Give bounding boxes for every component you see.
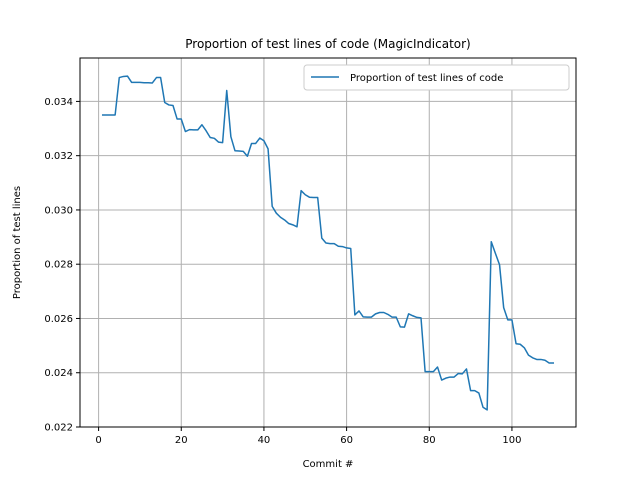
x-axis-label: Commit #: [303, 459, 354, 470]
y-tick-label: 0.022: [44, 423, 73, 434]
legend-box: [303, 64, 570, 91]
x-tick-label: 40: [258, 435, 271, 446]
series-line: [101, 75, 555, 411]
chart-title: Proportion of test lines of code (MagicI…: [185, 37, 470, 51]
plot-frame: [79, 57, 577, 428]
legend: Proportion of test lines of code: [303, 64, 570, 91]
plot-area: [80, 58, 576, 427]
x-tick-label: 80: [423, 435, 436, 446]
y-axis-label: Proportion of test lines: [12, 186, 23, 299]
x-tick-label: 60: [340, 435, 353, 446]
ticks: 0 20 40 60 80 100 0.022 0.024 0.026 0.028 0.030 0.0…: [44, 97, 521, 446]
y-tick-label: 0.026: [44, 314, 73, 325]
y-tick-label: 0.024: [44, 368, 73, 379]
x-tick-label: 0: [95, 435, 101, 446]
grid-lines: [80, 58, 576, 428]
y-tick-label: 0.032: [44, 151, 73, 162]
y-tick-label: 0.028: [44, 260, 73, 271]
y-tick-label: 0.034: [44, 97, 73, 108]
series-layer: [101, 75, 555, 411]
x-tick-label: 20: [175, 435, 188, 446]
x-tick-label: 100: [502, 435, 521, 446]
legend-label: Proportion of test lines of code: [350, 73, 503, 84]
y-tick-label: 0.030: [44, 205, 73, 216]
